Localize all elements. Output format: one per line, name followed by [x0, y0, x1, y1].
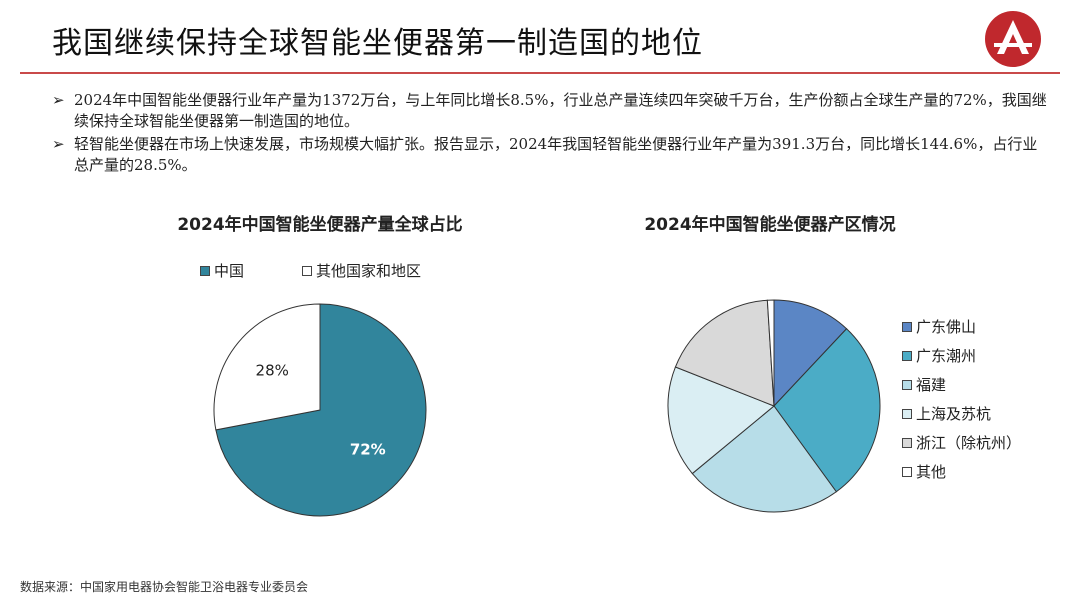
- global-share-slice-0: [215, 303, 427, 517]
- global-share-data-label-0: 72%: [350, 441, 386, 459]
- page-title: 我国继续保持全球智能坐便器第一制造国的地位: [52, 26, 703, 61]
- chart-title-production-regions: 2024年中国智能坐便器产区情况: [644, 215, 896, 235]
- header-divider: [20, 72, 1060, 74]
- legend-label: 广东潮州: [916, 347, 977, 365]
- legend-swatch: [902, 466, 912, 477]
- legend-label: 其他: [916, 463, 947, 481]
- legend-swatch: [902, 350, 912, 361]
- legend-swatch: [902, 437, 912, 448]
- pie-chart-global-share: 72% 28%: [213, 303, 427, 517]
- bullet-item: ➢ 轻智能坐便器在市场上快速发展，市场规模大幅扩张。报告显示，2024年我国轻智…: [52, 134, 1052, 176]
- bullet-arrow-icon: ➢: [52, 91, 65, 109]
- bullet-arrow-icon: ➢: [52, 135, 65, 153]
- legend-label: 浙江（除杭州）: [916, 434, 1022, 452]
- region-slice-4: [674, 299, 775, 407]
- bullet-item: ➢ 2024年中国智能坐便器行业年产量为1372万台，与上年同比增长8.5%，行…: [52, 90, 1052, 132]
- global-share-slice-1: [213, 303, 321, 431]
- legend-item-other-countries: 其他国家和地区: [302, 260, 421, 281]
- legend-item-region-0: 广东佛山: [902, 316, 976, 337]
- legend-swatch: [902, 408, 912, 419]
- data-source: 数据来源：中国家用电器协会智能卫浴电器专业委员会: [20, 580, 309, 594]
- legend-label: 广东佛山: [916, 318, 977, 336]
- legend-item-region-5: 其他: [902, 461, 946, 482]
- legend-item-region-4: 浙江（除杭州）: [902, 432, 1021, 453]
- legend-item-region-2: 福建: [902, 374, 946, 395]
- legend-item-china: 中国: [200, 260, 244, 281]
- legend-swatch: [302, 265, 312, 276]
- region-slice-0: [773, 299, 848, 408]
- legend-label: 上海及苏杭: [916, 405, 992, 423]
- legend-swatch: [200, 265, 210, 276]
- bullet-list: ➢ 2024年中国智能坐便器行业年产量为1372万台，与上年同比增长8.5%，行…: [52, 90, 1052, 178]
- legend-swatch: [902, 379, 912, 390]
- legend-swatch: [902, 321, 912, 332]
- legend-label: 中国: [214, 262, 245, 280]
- legend-label: 福建: [916, 376, 947, 394]
- brand-logo: [985, 11, 1041, 67]
- chart-title-global-share: 2024年中国智能坐便器产量全球占比: [177, 215, 463, 235]
- bullet-text: 2024年中国智能坐便器行业年产量为1372万台，与上年同比增长8.5%，行业总…: [74, 91, 1047, 130]
- region-slice-1: [773, 328, 881, 493]
- region-slice-5: [766, 299, 775, 407]
- legend-item-region-1: 广东潮州: [902, 345, 976, 366]
- legend-item-region-3: 上海及苏杭: [902, 403, 991, 424]
- region-slice-3: [667, 366, 775, 475]
- global-share-data-label-1: 28%: [256, 361, 289, 379]
- region-slice-2: [691, 405, 838, 513]
- pie-chart-production-regions: [667, 299, 881, 513]
- legend-label: 其他国家和地区: [316, 262, 422, 280]
- bullet-text: 轻智能坐便器在市场上快速发展，市场规模大幅扩张。报告显示，2024年我国轻智能坐…: [74, 135, 1038, 174]
